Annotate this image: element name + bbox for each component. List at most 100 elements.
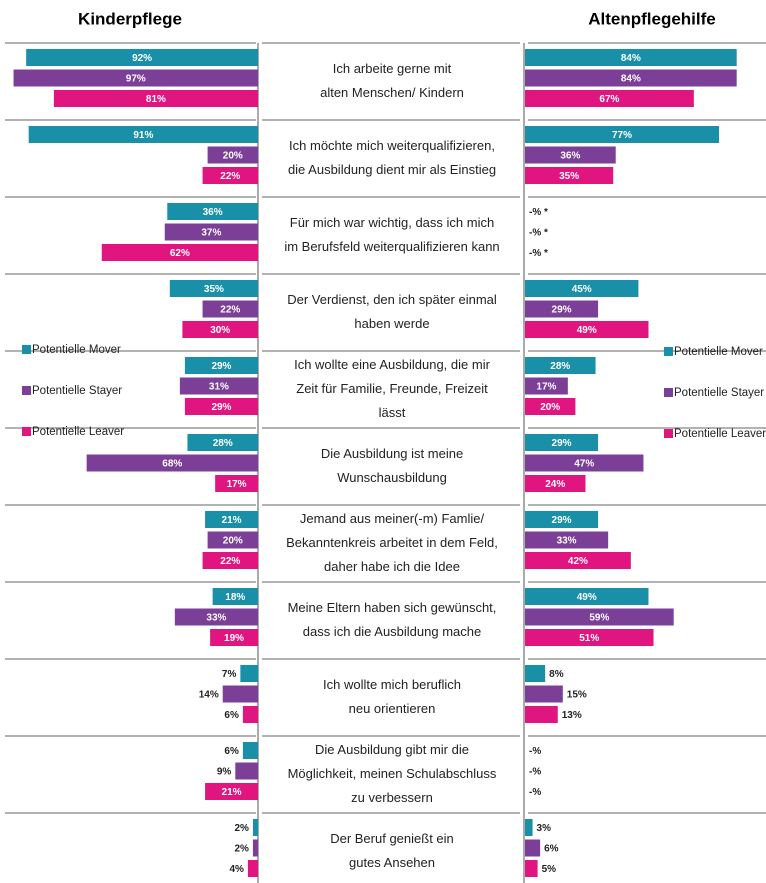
value-label: 84% — [621, 74, 641, 85]
bar — [525, 839, 541, 857]
value-label: 33% — [206, 613, 226, 624]
value-label: 42% — [568, 556, 588, 567]
bar — [525, 90, 694, 107]
category-label: Zeit für Familie, Freunde, Freizeit — [296, 381, 488, 396]
value-label: 62% — [170, 248, 190, 259]
value-label: 37% — [201, 228, 221, 239]
value-label: 67% — [599, 94, 619, 105]
bar — [525, 454, 644, 472]
bar — [525, 685, 563, 703]
value-label: 49% — [577, 592, 597, 603]
value-label: 17% — [227, 479, 247, 490]
category-label: Ich wollte eine Ausbildung, die mir — [294, 357, 491, 372]
bar — [164, 223, 258, 241]
value-label: -% — [529, 787, 541, 798]
value-label: 24% — [545, 479, 565, 490]
category-label: die Ausbildung dient mir als Einstieg — [288, 162, 496, 177]
bar — [242, 742, 258, 759]
legend-label: Potentielle Stayer — [32, 385, 122, 397]
category-label: Die Ausbildung gibt mir die — [315, 742, 469, 757]
value-label: 18% — [225, 592, 245, 603]
bar — [525, 819, 533, 836]
value-label: 36% — [560, 151, 580, 162]
legend-swatch — [22, 345, 31, 354]
value-label: 29% — [211, 402, 231, 413]
category-label: Jemand aus meiner(-m) Famlie/ — [300, 511, 485, 526]
bar — [101, 244, 258, 261]
bar — [525, 398, 576, 415]
value-label: 68% — [162, 459, 182, 470]
value-label: 77% — [612, 130, 632, 141]
bar — [525, 126, 720, 143]
value-label: 81% — [146, 94, 166, 105]
category-label: Die Ausbildung ist meine — [321, 446, 463, 461]
bar — [525, 69, 737, 87]
category-label: dass ich die Ausbildung mache — [303, 624, 482, 639]
bar — [53, 90, 258, 107]
value-label: 19% — [224, 633, 244, 644]
bar — [182, 321, 258, 338]
bar — [525, 860, 538, 877]
category-label: lässt — [379, 405, 406, 420]
value-label: 29% — [552, 305, 572, 316]
bar — [169, 280, 258, 297]
bar — [187, 434, 258, 451]
value-label: 31% — [209, 382, 229, 393]
bar — [86, 454, 258, 472]
bar — [525, 280, 639, 297]
bar — [525, 665, 546, 682]
category-label: Wunschausbildung — [337, 470, 447, 485]
category-label: alten Menschen/ Kindern — [320, 85, 464, 100]
value-label: 97% — [126, 74, 146, 85]
category-label: haben werde — [354, 316, 429, 331]
value-label: 5% — [542, 864, 557, 875]
category-label: Möglichkeit, meinen Schulabschluss — [288, 766, 497, 781]
category-label: neu orientieren — [349, 701, 436, 716]
category-label: Der Beruf genießt ein — [330, 831, 454, 846]
category-label: Bekanntenkreis arbeitet in dem Feld, — [286, 535, 498, 550]
bar — [179, 377, 258, 395]
category-label: Der Verdienst, den ich später einmal — [287, 292, 497, 307]
category-label: Für mich war wichtig, dass ich mich — [290, 215, 494, 230]
bar — [525, 629, 654, 646]
legend-swatch — [664, 429, 673, 438]
bar — [13, 69, 259, 87]
bar — [205, 783, 258, 800]
value-label: 20% — [223, 536, 243, 547]
value-label: -% — [529, 746, 541, 757]
bar — [525, 475, 586, 492]
bar — [252, 839, 258, 857]
value-label: 21% — [222, 787, 242, 798]
value-label: 6% — [224, 746, 239, 757]
bar — [525, 706, 558, 723]
bar — [235, 762, 258, 780]
bar — [202, 552, 258, 569]
value-label: 29% — [552, 438, 572, 449]
value-label: 4% — [229, 864, 244, 875]
category-label: Ich möchte mich weiterqualifizieren, — [289, 138, 495, 153]
value-label: 29% — [552, 515, 572, 526]
bar — [525, 300, 599, 318]
value-label: 17% — [536, 382, 556, 393]
bar — [525, 357, 596, 374]
value-label: 22% — [220, 305, 240, 316]
bar — [525, 608, 674, 626]
value-label: 33% — [557, 536, 577, 547]
right-title: Altenpflegehilfe — [588, 9, 716, 28]
value-label: 92% — [132, 53, 152, 64]
bar — [525, 434, 599, 451]
value-label: -% — [529, 767, 541, 778]
bar — [215, 475, 258, 492]
value-label: -% * — [529, 207, 548, 218]
value-label: 14% — [199, 690, 219, 701]
value-label: 51% — [579, 633, 599, 644]
bar — [525, 167, 614, 184]
value-label: 84% — [621, 53, 641, 64]
value-label: 9% — [217, 767, 232, 778]
bar — [525, 321, 649, 338]
bar — [525, 49, 737, 66]
category-label: Meine Eltern haben sich gewünscht, — [288, 600, 497, 615]
value-label: 36% — [203, 207, 223, 218]
category-label: daher habe ich die Idee — [324, 559, 460, 574]
bar — [242, 706, 258, 723]
